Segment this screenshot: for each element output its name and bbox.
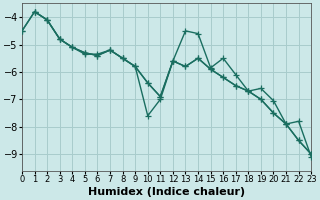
- X-axis label: Humidex (Indice chaleur): Humidex (Indice chaleur): [88, 187, 245, 197]
